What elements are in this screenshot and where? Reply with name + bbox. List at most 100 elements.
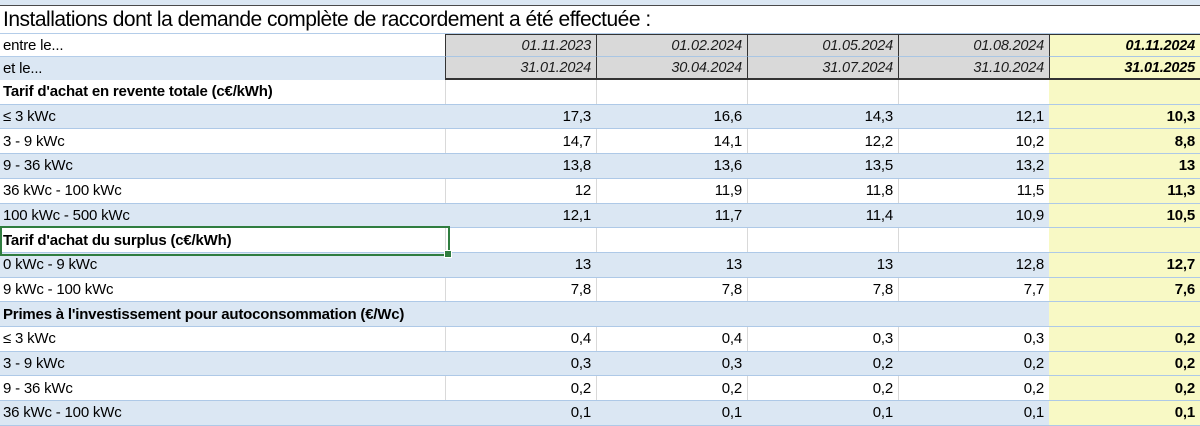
value-cell-current[interactable]: 13 bbox=[1049, 154, 1200, 178]
value-cell[interactable]: 0,4 bbox=[445, 327, 596, 351]
value-cell[interactable]: 12,2 bbox=[747, 129, 898, 154]
row-label-cell[interactable]: 9 - 36 kWc bbox=[3, 157, 73, 175]
value-cell-current[interactable]: 12,7 bbox=[1049, 252, 1200, 277]
empty-cell[interactable] bbox=[596, 80, 747, 104]
value-cell[interactable]: 13,6 bbox=[713, 157, 743, 175]
value-cell[interactable]: 12,1 bbox=[562, 206, 592, 224]
value-cell[interactable]: 0,2 bbox=[596, 376, 747, 401]
value-cell[interactable]: 0,1 bbox=[721, 404, 742, 422]
empty-cell[interactable] bbox=[445, 228, 596, 252]
value-cell[interactable]: 7,7 bbox=[898, 277, 1049, 302]
value-cell[interactable]: 7,8 bbox=[747, 277, 898, 302]
table-title[interactable]: Installations dont la demande complète d… bbox=[3, 7, 651, 31]
value-cell[interactable]: 0,1 bbox=[1023, 404, 1044, 422]
date-cell-current[interactable]: 31.01.2025 bbox=[1049, 57, 1200, 80]
value-cell[interactable]: 13,5 bbox=[864, 157, 894, 175]
empty-cell[interactable] bbox=[898, 80, 1049, 104]
value-cell[interactable]: 0,2 bbox=[445, 376, 596, 401]
section-label-cell-active[interactable]: Tarif d'achat du surplus (c€/kWh) bbox=[3, 231, 232, 249]
header-label-entre[interactable]: entre le... bbox=[0, 34, 445, 57]
date-cell-current[interactable]: 01.11.2024 bbox=[1049, 34, 1200, 57]
value-cell[interactable]: 13 bbox=[574, 256, 591, 274]
value-cell[interactable]: 14,7 bbox=[445, 129, 596, 154]
section-label-cell[interactable]: Tarif d'achat en revente totale (c€/kWh) bbox=[3, 83, 273, 101]
row-label-cell[interactable]: 3 - 9 kWc bbox=[3, 355, 65, 373]
table-row: 100 kWc - 500 kWc 12,1 11,7 11,4 10,9 10… bbox=[0, 203, 1200, 229]
empty-cell[interactable] bbox=[596, 228, 747, 252]
date-cell[interactable]: 31.07.2024 bbox=[747, 57, 898, 80]
empty-cell[interactable] bbox=[1049, 302, 1200, 327]
value-cell[interactable]: 13,2 bbox=[1015, 157, 1045, 175]
value-cell[interactable]: 13 bbox=[725, 256, 742, 274]
value-cell[interactable]: 0,2 bbox=[872, 355, 893, 373]
value-cell-current[interactable]: 0,2 bbox=[1049, 351, 1200, 376]
value-cell-current[interactable]: 10,3 bbox=[1049, 104, 1200, 129]
value-cell[interactable]: 13,8 bbox=[562, 157, 592, 175]
value-cell[interactable]: 0,3 bbox=[898, 327, 1049, 351]
date-cell[interactable]: 01.05.2024 bbox=[747, 34, 898, 57]
date-cell[interactable]: 31.10.2024 bbox=[898, 57, 1049, 80]
value-cell[interactable]: 12,1 bbox=[1015, 108, 1045, 126]
value-cell[interactable]: 0,3 bbox=[721, 355, 742, 373]
value-cell[interactable]: 0,2 bbox=[898, 376, 1049, 401]
empty-cell[interactable] bbox=[898, 228, 1049, 252]
row-label-cell[interactable]: 100 kWc - 500 kWc bbox=[3, 206, 130, 224]
section-label-cell[interactable]: Primes à l'investissement pour autoconso… bbox=[3, 305, 405, 323]
header-label-et[interactable]: et le... bbox=[0, 57, 445, 80]
empty-cell[interactable] bbox=[1049, 228, 1200, 252]
value-cell[interactable]: 13 bbox=[876, 256, 893, 274]
date-cell[interactable]: 31.01.2024 bbox=[445, 57, 596, 80]
value-cell[interactable]: 17,3 bbox=[562, 108, 592, 126]
value-cell[interactable]: 11,5 bbox=[898, 178, 1049, 203]
value-cell[interactable]: 0,3 bbox=[570, 355, 591, 373]
value-cell-current[interactable]: 0,2 bbox=[1049, 327, 1200, 351]
row-label-cell[interactable]: ≤ 3 kWc bbox=[3, 330, 56, 348]
row-label-cell[interactable]: ≤ 3 kWc bbox=[3, 108, 56, 126]
value-cell[interactable]: 12 bbox=[445, 178, 596, 203]
date-cell[interactable]: 01.11.2023 bbox=[445, 34, 596, 57]
value-cell[interactable]: 0,1 bbox=[872, 404, 893, 422]
empty-cell[interactable] bbox=[747, 80, 898, 104]
date-cell[interactable]: 30.04.2024 bbox=[596, 57, 747, 80]
row-label-cell[interactable]: 36 kWc - 100 kWc bbox=[3, 182, 122, 200]
value-cell-current[interactable]: 8,8 bbox=[1049, 129, 1200, 154]
value-cell[interactable]: 14,1 bbox=[596, 129, 747, 154]
empty-cell[interactable] bbox=[596, 302, 747, 326]
empty-cell[interactable] bbox=[445, 80, 596, 104]
value-cell[interactable]: 11,7 bbox=[714, 206, 742, 224]
value-cell-current[interactable]: 0,2 bbox=[1049, 376, 1200, 401]
row-label-cell[interactable]: 9 kWc - 100 kWc bbox=[3, 280, 114, 298]
value-cell[interactable]: 0,1 bbox=[570, 404, 591, 422]
value-cell[interactable]: 11,4 bbox=[865, 206, 893, 224]
value-cell[interactable]: 0,2 bbox=[747, 376, 898, 401]
value-cell[interactable]: 10,2 bbox=[898, 129, 1049, 154]
empty-cell[interactable] bbox=[445, 302, 596, 326]
value-cell-current[interactable]: 11,3 bbox=[1049, 178, 1200, 203]
row-label-cell[interactable]: 0 kWc - 9 kWc bbox=[3, 256, 98, 274]
empty-cell[interactable] bbox=[747, 302, 898, 326]
empty-cell[interactable] bbox=[1049, 80, 1200, 104]
empty-cell[interactable] bbox=[898, 302, 1049, 326]
value-cell[interactable]: 7,8 bbox=[445, 277, 596, 302]
value-cell[interactable]: 0,2 bbox=[1023, 355, 1044, 373]
date-cell[interactable]: 01.08.2024 bbox=[898, 34, 1049, 57]
value-cell[interactable]: 16,6 bbox=[713, 108, 743, 126]
value-cell[interactable]: 14,3 bbox=[864, 108, 894, 126]
value-cell[interactable]: 11,9 bbox=[596, 178, 747, 203]
value-cell-current[interactable]: 7,6 bbox=[1049, 277, 1200, 302]
table-row: ≤ 3 kWc 17,3 16,6 14,3 12,1 10,3 bbox=[0, 104, 1200, 130]
row-label-cell[interactable]: 9 - 36 kWc bbox=[3, 379, 73, 397]
value-cell-current[interactable]: 0,1 bbox=[1049, 401, 1200, 425]
header-row-period-start: entre le... 01.11.2023 01.02.2024 01.05.… bbox=[0, 34, 1200, 57]
value-cell[interactable]: 11,8 bbox=[747, 178, 898, 203]
value-cell[interactable]: 0,3 bbox=[747, 327, 898, 351]
value-cell-current[interactable]: 10,5 bbox=[1049, 203, 1200, 228]
value-cell[interactable]: 10,9 bbox=[1015, 206, 1045, 224]
value-cell[interactable]: 0,4 bbox=[596, 327, 747, 351]
row-label-cell[interactable]: 36 kWc - 100 kWc bbox=[3, 404, 122, 422]
date-cell[interactable]: 01.02.2024 bbox=[596, 34, 747, 57]
value-cell[interactable]: 12,8 bbox=[1015, 256, 1045, 274]
value-cell[interactable]: 7,8 bbox=[596, 277, 747, 302]
row-label-cell[interactable]: 3 - 9 kWc bbox=[3, 132, 65, 150]
empty-cell[interactable] bbox=[747, 228, 898, 252]
